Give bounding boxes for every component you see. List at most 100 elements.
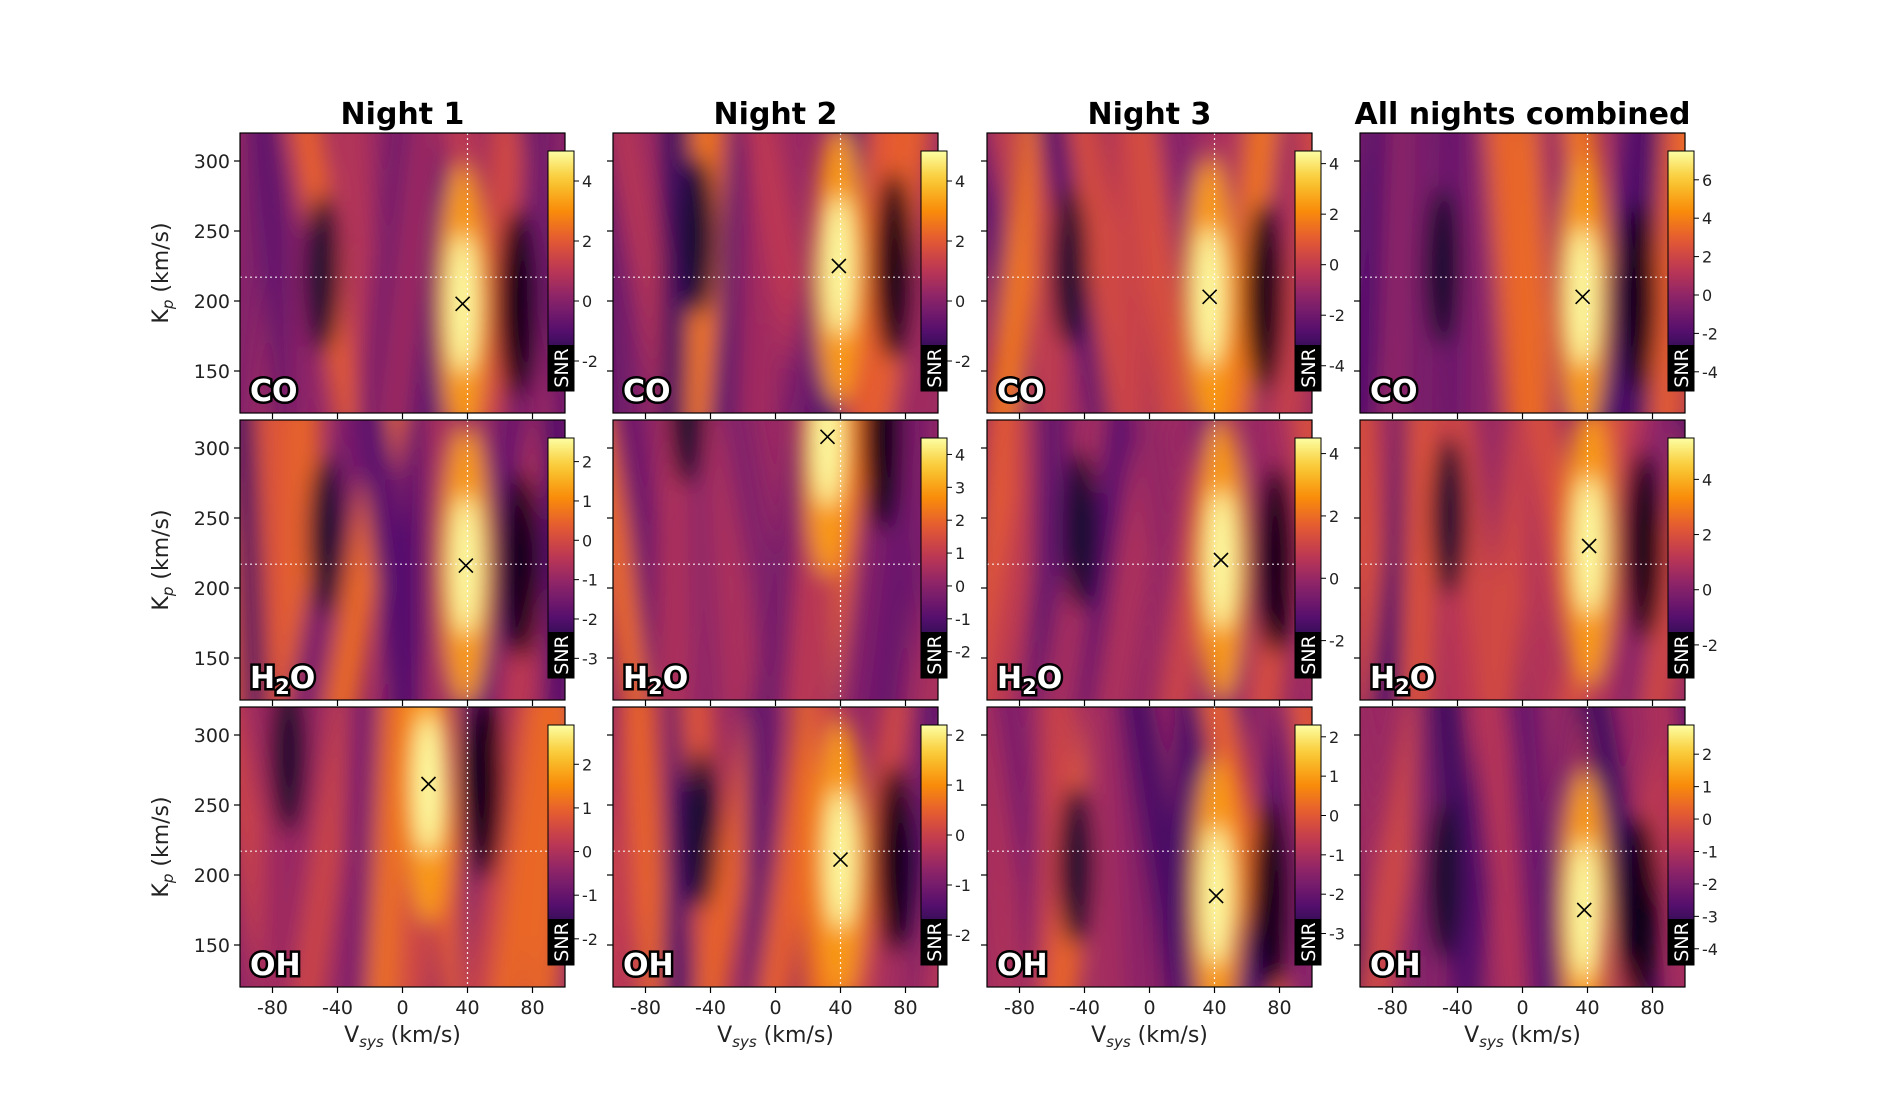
colorbar: SNR -2 -1 0 1 2 [547,724,598,966]
colorbar-tick-label: 2 [1702,526,1712,545]
colorbar: SNR -3 -2 -1 0 1 2 [1294,724,1345,966]
panel-night-1-oh: -80 -40 0 40 80 150 200 250 300 Vsys (km/s) Kp (km… [149,706,598,1051]
colorbar-label: SNR [1298,922,1320,961]
colorbar-tick-label: -2 [1329,885,1345,904]
x-tick-label: -80 [1004,997,1035,1019]
x-tick-label: -40 [1069,997,1100,1019]
colorbar-label: SNR [924,348,946,387]
x-tick-label: 80 [520,997,544,1019]
column-titles: Night 1 Night 2 Night 3 All nights combined [341,97,1691,132]
peak-marker [458,558,474,574]
species-label-co: CO [997,374,1045,409]
x-tick-label: 80 [893,997,917,1019]
x-tick-label: 80 [1267,997,1291,1019]
colorbar-tick-label: -2 [955,352,971,371]
peak-marker [832,852,849,868]
panel-night-3-oh: -80 -40 0 40 80 Vsys (km/s) OH SNR -3 -2 -1 0 1 2 [981,706,1345,1051]
column-title-night-2: Night 2 [714,97,838,132]
peak-marker [1208,888,1224,904]
colorbar-tick-label: -2 [1702,875,1718,894]
colorbar-label: SNR [551,922,573,961]
colorbar-label: SNR [551,348,573,387]
colorbar-tick-label: -2 [1702,324,1718,343]
species-label-h2o: H2O [1370,661,1435,699]
peak-marker [1575,289,1591,305]
heatmap-field [1360,707,1685,987]
colorbar-tick-label: 2 [1702,248,1712,267]
x-tick-label: 0 [769,997,781,1019]
colorbar-label-box [1295,632,1321,678]
x-tick-label: -40 [322,997,353,1019]
panel-night-2-co: CO SNR -2 0 2 4 [607,132,971,419]
species-label-co: CO [1370,374,1418,409]
colorbar-tick-label: -1 [582,571,598,590]
colorbar-tick-label: -1 [1329,846,1345,865]
colorbar-tick-label: 6 [1702,171,1712,190]
colorbar: SNR -4 -3 -2 -1 0 1 2 [1667,724,1718,966]
species-label-oh: OH [1370,948,1421,983]
colorbar-tick-label: 2 [1329,205,1339,224]
species-label-h2o: H2O [250,661,315,699]
colorbar-tick-label: -2 [1329,632,1345,651]
x-axis-label: Vsys (km/s) [717,1023,834,1051]
colorbar-tick-label: 2 [1702,745,1712,764]
colorbar-tick-label: -2 [582,352,598,371]
heatmap-field [240,707,565,987]
x-tick-label: -80 [1377,997,1408,1019]
colorbar-label: SNR [924,635,946,674]
column-title-night-3: Night 3 [1088,97,1212,132]
colorbar-tick-label: 1 [1329,767,1339,786]
colorbar-tick-label: 2 [955,726,965,745]
y-tick-label: 150 [194,648,230,670]
peak-marker [1576,902,1592,918]
colorbar-tick-label: 2 [582,453,592,472]
colorbar: SNR -2 0 2 4 [547,150,598,392]
colorbar-tick-label: -4 [1329,357,1345,376]
colorbar-label-box [1295,919,1321,965]
panel-night-2-h2o: H2O SNR -2 -1 0 1 2 3 4 [607,419,971,706]
colorbar: SNR -4 -2 0 2 4 6 [1667,150,1718,392]
species-label-co: CO [623,374,671,409]
y-axis-label: Kp (km/s) [149,796,177,897]
colorbar-tick-label: 1 [582,492,592,511]
colorbar-tick-label: -2 [582,930,598,949]
colorbar-label-box [1668,919,1694,965]
peak-marker [1213,552,1229,568]
colorbar-label-box [921,919,947,965]
colorbar-tick-label: -2 [955,643,971,662]
colorbar-tick-label: 0 [1702,286,1712,305]
colorbar-tick-label: 2 [955,511,965,530]
colorbar-tick-label: 2 [582,755,592,774]
colorbar-label: SNR [1671,922,1693,961]
x-tick-label: -80 [257,997,288,1019]
colorbar-tick-label: 1 [1702,778,1712,797]
y-tick-label: 300 [194,725,230,747]
colorbar-tick-label: 0 [955,577,965,596]
x-tick-label: -40 [1442,997,1473,1019]
y-tick-label: 150 [194,935,230,957]
x-tick-label: -40 [695,997,726,1019]
colorbar-label-box [548,919,574,965]
peak-marker [1581,538,1597,554]
colorbar-tick-label: 0 [1329,569,1339,588]
colorbar: SNR -2 -1 0 1 2 [920,724,971,966]
heatmap-field [1360,133,1685,413]
x-tick-label: 40 [1202,997,1226,1019]
colorbar-tick-label: -4 [1702,363,1718,382]
colorbar-tick-label: 2 [582,232,592,251]
colorbar-tick-label: 4 [955,172,965,191]
colorbar-tick-label: -2 [955,926,971,945]
column-title-all-nights-combined: All nights combined [1355,97,1691,132]
x-tick-label: 40 [455,997,479,1019]
colorbar-tick-label: 1 [582,799,592,818]
colorbar-label: SNR [551,635,573,674]
peak-marker [1202,289,1218,305]
y-tick-label: 300 [194,438,230,460]
colorbar-label: SNR [1298,348,1320,387]
colorbar-tick-label: -3 [582,649,598,668]
panel-all-nights-combined-co: CO SNR -4 -2 0 2 4 6 [1354,132,1718,419]
colorbar: SNR -2 0 2 4 [920,150,971,392]
peak-marker [455,296,471,312]
y-axis-label: Kp (km/s) [149,222,177,323]
